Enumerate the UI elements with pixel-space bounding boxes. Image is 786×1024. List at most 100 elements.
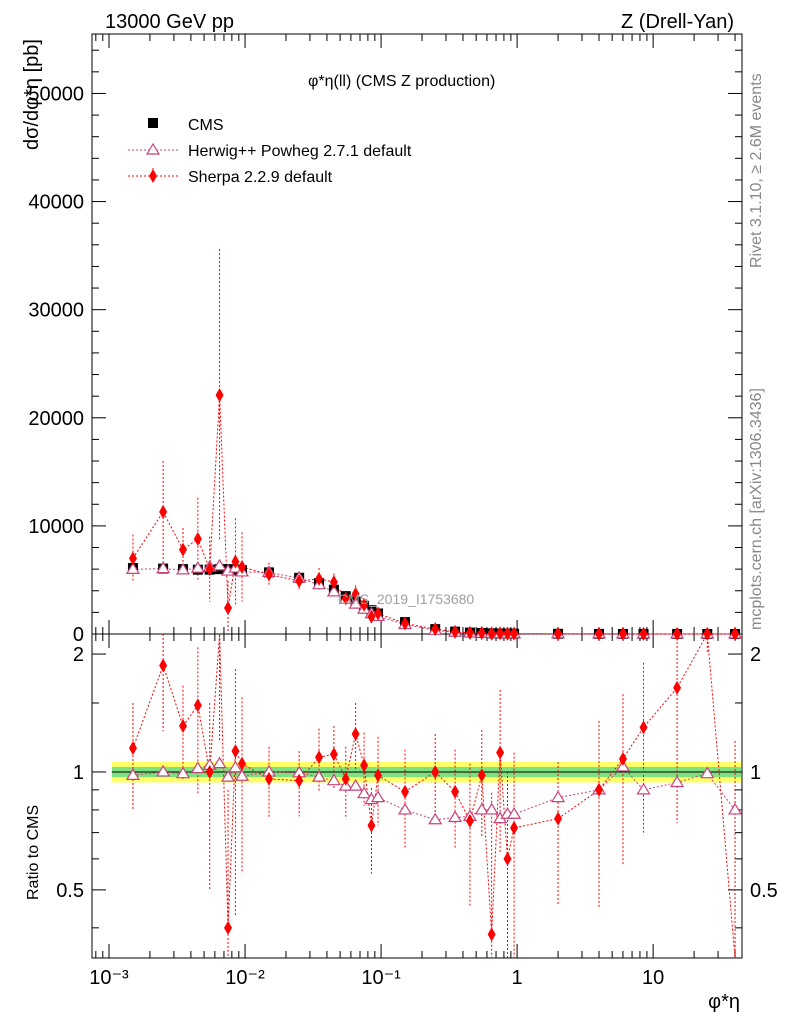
sherpa-ratio-point: [595, 782, 604, 797]
legend-entry-herwig: Herwig++ Powheg 2.7.1 default: [128, 142, 412, 160]
ratio-y-tick-label-right: 0.5: [750, 880, 778, 902]
herwig-ratio-point: [228, 760, 243, 773]
main-series: [125, 249, 743, 641]
ratio-y-tick-label-right: 2: [750, 644, 761, 666]
ratio-series: [125, 632, 743, 959]
herwig-ratio-point: [507, 807, 522, 819]
sherpa-main-point: [224, 601, 233, 616]
sherpa-main-point: [238, 559, 247, 574]
herwig-main-point: [326, 584, 341, 597]
herwig-ratio-point: [397, 802, 413, 815]
ratio-y-axis-label: Ratio to CMS: [25, 805, 42, 900]
sherpa-main-point: [618, 626, 627, 641]
herwig-ratio-point: [220, 769, 236, 782]
herwig-ratio-point: [326, 773, 341, 786]
sherpa-ratio-line: [132, 632, 736, 959]
herwig-ratio-point: [615, 759, 631, 772]
herwig-ratio-point: [484, 802, 499, 815]
legend-marker-cms: [148, 118, 158, 128]
legend-entry-cms: CMS: [148, 117, 224, 134]
x-tick-label: 10⁻³: [89, 967, 129, 989]
sherpa-main-point: [128, 551, 137, 566]
sherpa-main-point: [731, 626, 740, 641]
herwig-ratio-line: [132, 763, 736, 821]
sherpa-main-point: [503, 626, 512, 641]
sherpa-main-point: [367, 609, 376, 624]
sherpa-main-point: [487, 626, 496, 641]
herwig-ratio-point: [212, 756, 227, 769]
sherpa-main-point: [215, 388, 224, 403]
herwig-ratio-point: [311, 769, 327, 782]
sherpa-ratio-point: [431, 764, 440, 779]
sherpa-main-point: [431, 622, 440, 637]
herwig-ratio-point: [670, 775, 685, 788]
sherpa-ratio-point: [315, 750, 324, 765]
sherpa-main-point: [315, 571, 324, 586]
ratio-y-tick-label-right: 1: [750, 762, 761, 784]
sherpa-main-point: [451, 624, 460, 639]
legend-label-sherpa: Sherpa 2.2.9 default: [188, 169, 333, 186]
plot-title: φ*η(ll) (CMS Z production): [308, 73, 495, 90]
herwig-ratio-point: [156, 764, 171, 777]
sherpa-ratio-point: [401, 784, 410, 799]
legend-label-cms: CMS: [188, 117, 224, 134]
herwig-ratio-point: [175, 766, 191, 779]
sherpa-ratio-point: [503, 851, 512, 866]
sherpa-main-point: [554, 626, 563, 641]
herwig-ratio-point: [474, 802, 489, 815]
sherpa-main-point: [159, 504, 168, 519]
herwig-main-point: [156, 561, 171, 574]
sherpa-ratio-point: [341, 771, 350, 786]
x-axis-label: φ*η: [708, 991, 740, 1013]
sherpa-ratio-point: [360, 758, 369, 773]
herwig-ratio-point: [370, 790, 386, 803]
sherpa-ratio-point: [205, 764, 214, 779]
sherpa-ratio-point: [554, 811, 563, 826]
sherpa-ratio-point: [224, 920, 233, 935]
rivet-version-label: Rivet 3.1.10, ≥ 2.6M events: [748, 73, 765, 268]
ratio-y-tick-label: 0.5: [56, 880, 84, 902]
herwig-ratio-point: [190, 761, 205, 774]
herwig-ratio-point: [700, 766, 715, 779]
herwig-ratio-point: [428, 812, 443, 825]
sherpa-main-point: [341, 591, 350, 606]
herwig-main-point: [190, 561, 205, 573]
main-y-tick-label: 30000: [28, 300, 84, 322]
sherpa-main-point: [231, 554, 240, 569]
herwig-main-line: [132, 565, 736, 635]
herwig-main-point: [175, 562, 191, 575]
sherpa-main-point: [205, 562, 214, 577]
sherpa-ratio-point: [329, 747, 338, 762]
x-tick-label: 10⁻¹: [361, 967, 401, 989]
legend-marker-sherpa: [149, 169, 157, 183]
main-y-tick-label: 10000: [28, 516, 84, 538]
sherpa-ratio-point: [295, 773, 304, 788]
herwig-ratio-point: [357, 786, 372, 799]
sherpa-main-point: [477, 626, 486, 641]
sherpa-main-point: [193, 531, 202, 546]
sherpa-main-point: [264, 567, 273, 582]
herwig-ratio-point: [550, 790, 566, 803]
sherpa-ratio-point: [451, 784, 460, 799]
sherpa-main-point: [639, 626, 648, 641]
sherpa-main-point: [329, 575, 338, 590]
sherpa-ratio-point: [193, 698, 202, 713]
main-y-axis-label: dσ/dφ*η [pb]: [21, 39, 43, 150]
ratio-plot-frame: [91, 633, 743, 959]
main-y-tick-label: 0: [73, 624, 84, 646]
herwig-main-point: [348, 596, 363, 609]
main-y-tick-label: 20000: [28, 408, 84, 430]
sherpa-main-point: [360, 597, 369, 612]
herwig-main-point: [212, 558, 227, 571]
legend-label-herwig: Herwig++ Powheg 2.7.1 default: [188, 143, 412, 160]
sherpa-ratio-point: [159, 658, 168, 673]
sherpa-main-point: [179, 542, 188, 557]
sherpa-ratio-point: [231, 744, 240, 759]
x-tick-label: 1: [512, 967, 523, 989]
sherpa-main-point: [510, 626, 519, 641]
legend-entry-sherpa: Sherpa 2.2.9 default: [128, 168, 333, 186]
sherpa-ratio-point: [465, 813, 474, 828]
sherpa-main-point: [295, 574, 304, 589]
energy-label: 13000 GeV pp: [105, 11, 234, 33]
